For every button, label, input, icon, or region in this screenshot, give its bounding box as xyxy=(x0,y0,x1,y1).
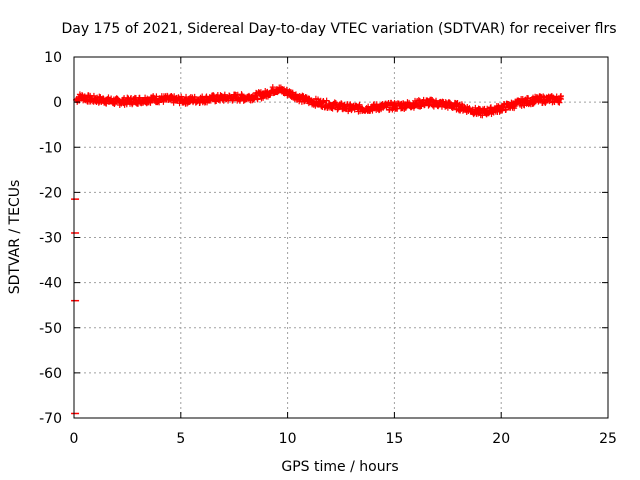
data-point xyxy=(269,87,276,94)
axis-ticks: 0 5 10 15 20 25 10 0 -10 -20 -30 -40 -50 -60 -70 xyxy=(39,50,617,447)
y-tick-label: 10 xyxy=(44,50,62,66)
y-axis-label: SDTVAR / TECUs xyxy=(7,180,23,295)
y-tick-label: 0 xyxy=(53,95,62,111)
y-tick-label: -40 xyxy=(39,276,62,292)
data-point xyxy=(391,103,398,110)
data-point xyxy=(466,106,473,113)
x-tick-label: 10 xyxy=(279,431,297,447)
data-point xyxy=(199,96,206,103)
data-point xyxy=(297,95,304,102)
data-point xyxy=(498,104,505,111)
data-point xyxy=(92,96,99,103)
data-point xyxy=(423,99,430,106)
outlier-points xyxy=(71,198,80,415)
data-point xyxy=(476,109,483,116)
data-point xyxy=(530,97,537,104)
chart-title: Day 175 of 2021, Sidereal Day-to-day VTE… xyxy=(61,21,616,37)
data-point xyxy=(316,100,323,107)
data-point xyxy=(323,97,330,104)
data-point xyxy=(241,94,248,101)
y-tick-label: -30 xyxy=(39,231,62,247)
data-point xyxy=(412,100,419,107)
data-point xyxy=(103,97,110,104)
data-point xyxy=(278,87,285,94)
data-point xyxy=(380,103,387,110)
data-point xyxy=(273,86,280,93)
x-tick-label: 5 xyxy=(176,431,185,447)
data-point xyxy=(429,96,436,103)
data-points xyxy=(73,84,565,119)
data-point xyxy=(356,101,363,108)
data-point xyxy=(156,95,163,102)
data-point xyxy=(434,100,441,107)
data-point xyxy=(81,94,88,101)
data-point xyxy=(359,105,366,112)
data-point xyxy=(455,103,462,110)
data-point xyxy=(483,108,490,115)
data-point xyxy=(220,95,227,102)
data-point xyxy=(348,104,355,111)
data-point xyxy=(558,95,565,102)
data-point xyxy=(77,93,84,100)
x-tick-label: 15 xyxy=(385,431,403,447)
data-point xyxy=(540,96,547,103)
data-point xyxy=(338,103,344,110)
data-point xyxy=(182,97,189,104)
y-tick-label: -50 xyxy=(39,321,62,337)
data-point xyxy=(305,97,312,104)
x-tick-label: 20 xyxy=(492,431,510,447)
data-point xyxy=(113,98,120,105)
data-point xyxy=(188,96,195,103)
y-tick-label: -60 xyxy=(39,366,62,382)
y-tick-label: -10 xyxy=(39,140,62,156)
data-point xyxy=(231,94,238,101)
data-point xyxy=(153,93,160,100)
x-tick-label: 0 xyxy=(70,431,79,447)
data-point xyxy=(508,102,515,109)
data-point xyxy=(252,93,259,100)
data-point xyxy=(209,95,216,102)
data-point xyxy=(402,102,409,109)
grid xyxy=(74,57,608,418)
data-point xyxy=(519,99,526,106)
x-tick-label: 25 xyxy=(599,431,617,447)
data-point xyxy=(135,97,142,104)
y-tick-label: -70 xyxy=(39,411,62,427)
data-point xyxy=(284,89,291,96)
data-point xyxy=(263,91,270,98)
data-point xyxy=(444,101,451,108)
data-point xyxy=(173,96,180,103)
y-tick-label: -20 xyxy=(39,185,62,201)
data-point xyxy=(145,96,152,103)
data-point xyxy=(551,96,558,103)
data-point xyxy=(291,91,298,98)
data-point xyxy=(124,98,131,105)
data-point xyxy=(254,96,261,103)
data-point xyxy=(327,101,334,108)
data-point xyxy=(489,107,496,114)
x-axis-label: GPS time / hours xyxy=(281,459,398,475)
data-point xyxy=(370,104,377,111)
data-point xyxy=(167,96,174,103)
